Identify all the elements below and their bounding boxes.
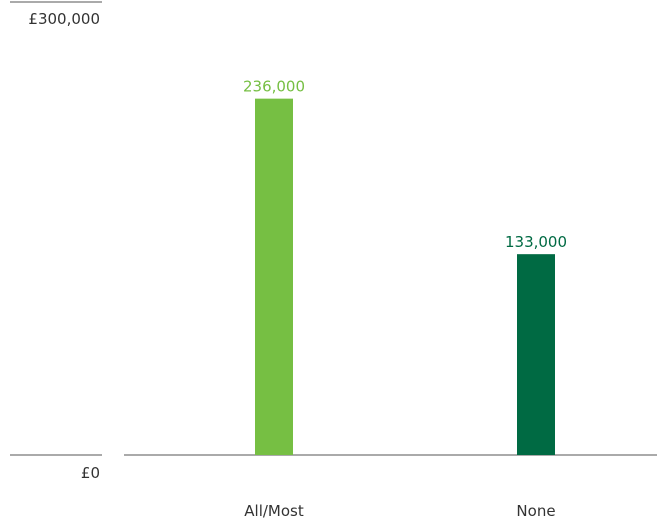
y-axis-top-label: £300,000 <box>28 10 100 28</box>
bars-group: 236,000 All/Most 133,000 None <box>243 78 567 520</box>
data-label-none: 133,000 <box>505 233 567 251</box>
bar-none <box>517 254 555 455</box>
category-label-all-most: All/Most <box>244 502 304 520</box>
y-axis-bottom-label: £0 <box>81 464 100 482</box>
category-label-none: None <box>516 502 555 520</box>
data-label-all-most: 236,000 <box>243 78 305 96</box>
bar-all-most <box>255 98 293 455</box>
